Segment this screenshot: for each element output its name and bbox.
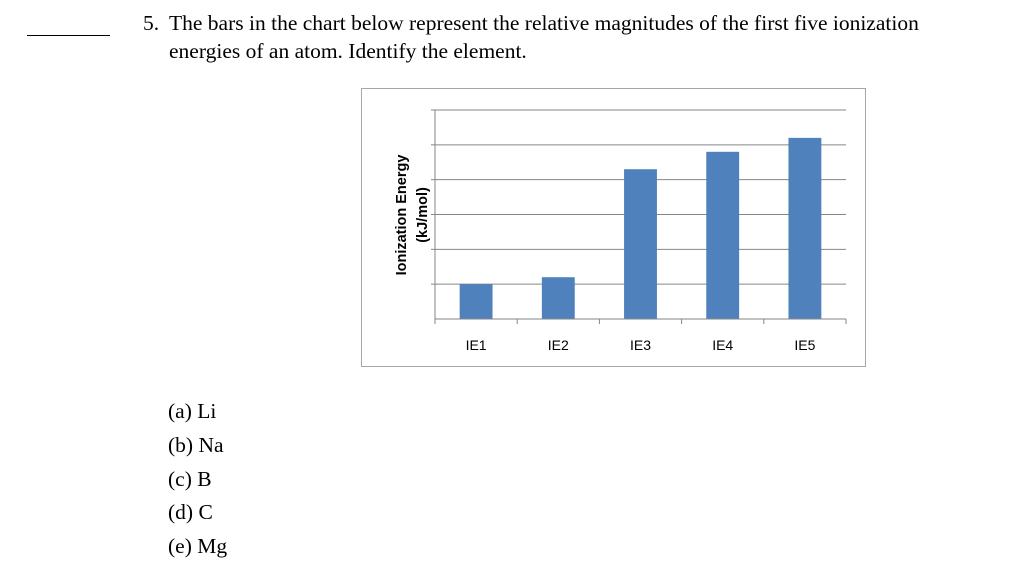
question-number: 5. xyxy=(143,11,160,35)
bar-ie5 xyxy=(788,137,822,319)
choice-letter: (b) xyxy=(168,432,194,457)
question-line-2: energies of an atom. Identify the elemen… xyxy=(169,39,527,63)
chart-svg: IE1 IE2 IE3 IE4 IE5 Ionization Energy (kJ/mo… xyxy=(394,109,847,353)
x-tick-label: IE1 xyxy=(466,337,487,353)
choice-a: (a) Li xyxy=(168,395,227,429)
choice-text: Mg xyxy=(197,534,228,559)
x-tick-label: IE4 xyxy=(712,337,733,353)
choice-e: (e) Mg xyxy=(168,530,227,564)
bar-ie4 xyxy=(706,151,740,319)
bar-ie2 xyxy=(541,277,575,319)
question: 5. The bars in the chart below represent … xyxy=(143,9,1013,65)
bar-ie1 xyxy=(459,284,493,319)
choice-d: (d) C xyxy=(168,496,227,530)
choice-text: C xyxy=(198,500,213,525)
y-axis-label-line-2: (kJ/mol) xyxy=(415,187,431,243)
choice-letter: (c) xyxy=(168,466,192,491)
choice-letter: (d) xyxy=(168,500,194,525)
chart-bars xyxy=(459,137,822,319)
x-tick-label: IE3 xyxy=(630,337,651,353)
choice-text: Na xyxy=(198,432,224,457)
x-tick-label: IE5 xyxy=(794,337,815,353)
choice-text: Li xyxy=(197,399,217,423)
bar-ie3 xyxy=(624,169,657,319)
choice-letter: (a) xyxy=(168,399,192,423)
chart-x-tick-labels: IE1 IE2 IE3 IE4 IE5 xyxy=(466,337,816,353)
y-axis-label-line-1: Ionization Energy xyxy=(394,155,410,276)
x-tick-label: IE2 xyxy=(548,337,569,353)
choice-b: (b) Na xyxy=(168,429,227,463)
question-line-1: The bars in the chart below represent th… xyxy=(169,11,919,35)
ionization-energy-chart: IE1 IE2 IE3 IE4 IE5 Ionization Energy (kJ/mo… xyxy=(361,88,866,367)
answer-choices: (a) Li (b) Na (c) B (d) C (e) Mg xyxy=(168,395,227,564)
chart-axes xyxy=(431,109,847,324)
choice-c: (c) B xyxy=(168,463,227,497)
choice-letter: (e) xyxy=(168,534,192,559)
choice-text: B xyxy=(197,466,212,491)
answer-blank xyxy=(27,35,110,36)
